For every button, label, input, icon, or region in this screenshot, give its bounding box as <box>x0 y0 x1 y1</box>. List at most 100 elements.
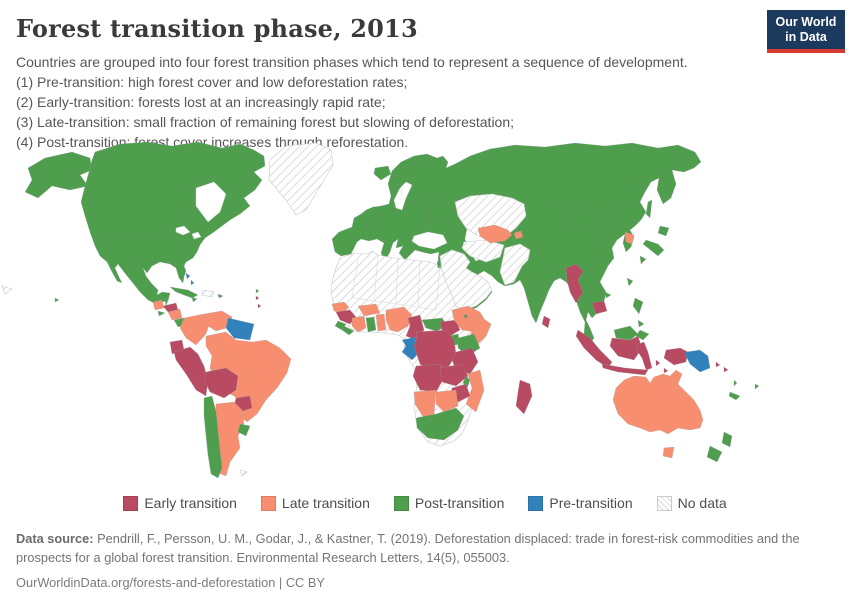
black-sea <box>411 231 448 250</box>
legend-label: No data <box>677 495 727 511</box>
country-pacific-fragment[interactable] <box>1 285 13 295</box>
country-philippines-luzon[interactable] <box>632 297 644 315</box>
legend-label: Late transition <box>281 495 370 511</box>
country-arabian-peninsula[interactable] <box>439 249 493 311</box>
country-nicaragua[interactable] <box>167 308 183 321</box>
subtitle-line-4: (3) Late-transition: small fraction of r… <box>16 114 515 131</box>
country-puerto-rico[interactable] <box>217 293 224 299</box>
hudson-bay <box>195 181 227 223</box>
country-lesser-antilles-3[interactable] <box>257 303 262 309</box>
country-afghanistan-pakistan[interactable] <box>499 243 531 286</box>
country-sumatra[interactable] <box>575 329 613 369</box>
country-mozambique[interactable] <box>465 369 485 413</box>
country-north-korea[interactable] <box>624 231 635 245</box>
country-madagascar[interactable] <box>515 379 533 415</box>
country-cambodia[interactable] <box>591 300 608 315</box>
data-source: Data source: Pendrill, F., Persson, U. M… <box>16 530 816 567</box>
country-greenland[interactable] <box>268 142 334 216</box>
country-iceland[interactable] <box>373 165 392 181</box>
country-falkland-islands[interactable] <box>239 469 248 477</box>
country-guyanas[interactable] <box>225 317 255 341</box>
legend-label: Early transition <box>144 495 237 511</box>
legend-item-no_data[interactable]: No data <box>656 495 727 511</box>
country-borneo-malaysia[interactable] <box>613 325 639 341</box>
country-fiji[interactable] <box>754 383 760 390</box>
great-lakes-east <box>191 231 202 240</box>
country-peru[interactable] <box>173 346 209 397</box>
country-hawaii[interactable] <box>54 297 60 303</box>
country-kyrgyzstan[interactable] <box>513 230 524 240</box>
legend-item-pre[interactable]: Pre-transition <box>528 495 633 511</box>
country-bolivia[interactable] <box>203 367 239 399</box>
country-japan-hokkaido[interactable] <box>657 225 670 237</box>
subtitle-line-3: (2) Early-transition: forests lost at an… <box>16 94 386 111</box>
country-new-zealand-south[interactable] <box>706 445 723 463</box>
page-title: Forest transition phase, 2013 <box>16 14 418 43</box>
country-new-zealand-north[interactable] <box>721 431 733 448</box>
country-philippines-visayas[interactable] <box>637 319 645 328</box>
logo-line2: in Data <box>785 29 827 44</box>
country-java[interactable] <box>601 363 649 376</box>
country-uzbekistan[interactable] <box>477 224 513 244</box>
country-south-africa[interactable] <box>415 407 465 441</box>
country-nigeria[interactable] <box>385 306 413 333</box>
country-papua-new-guinea[interactable] <box>685 349 711 373</box>
cc-license-link[interactable]: OurWorldinData.org/forests-and-deforesta… <box>16 575 325 591</box>
country-israel[interactable] <box>436 259 442 269</box>
legend-label: Pre-transition <box>549 495 633 511</box>
country-eurasia[interactable] <box>331 142 702 345</box>
country-new-caledonia[interactable] <box>728 391 741 401</box>
map-legend: Early transition Late transition Post-tran… <box>0 495 850 511</box>
country-jamaica[interactable] <box>191 296 198 303</box>
country-lesser-antilles-2[interactable] <box>255 295 260 301</box>
country-belize[interactable] <box>164 297 169 307</box>
legend-item-early[interactable]: Early transition <box>123 495 237 511</box>
country-botswana[interactable] <box>435 389 459 413</box>
country-moluccas-2[interactable] <box>663 367 669 374</box>
country-solomon-islands[interactable] <box>715 361 721 368</box>
country-djibouti[interactable] <box>463 313 469 320</box>
country-japan-kyushu[interactable] <box>639 255 647 265</box>
great-lakes <box>175 225 191 236</box>
legend-item-late[interactable]: Late transition <box>260 495 370 511</box>
country-uruguay[interactable] <box>237 423 251 437</box>
country-ghana[interactable] <box>365 316 377 333</box>
country-senegal[interactable] <box>331 301 350 314</box>
country-guatemala[interactable] <box>152 299 165 311</box>
country-moluccas[interactable] <box>655 359 661 367</box>
country-el-salvador[interactable] <box>157 310 166 317</box>
legend-swatch-no_data <box>656 495 672 511</box>
country-taiwan[interactable] <box>626 277 634 287</box>
legend-item-post[interactable]: Post-transition <box>393 495 504 511</box>
country-alaska[interactable] <box>24 151 93 199</box>
country-lesser-antilles[interactable] <box>255 288 260 294</box>
country-australia[interactable] <box>612 369 704 435</box>
country-sri-lanka[interactable] <box>541 315 551 329</box>
country-hainan[interactable] <box>604 291 612 299</box>
country-togo-benin[interactable] <box>375 313 387 332</box>
country-chile[interactable] <box>203 395 223 479</box>
country-kalimantan[interactable] <box>609 335 643 361</box>
country-west-papua[interactable] <box>663 347 689 366</box>
country-myanmar[interactable] <box>565 263 584 304</box>
country-sakhalin[interactable] <box>645 199 653 219</box>
legend-swatch-late <box>260 495 276 511</box>
country-north-america[interactable] <box>80 141 266 304</box>
country-solomon-islands-2[interactable] <box>723 366 729 373</box>
owid-logo[interactable]: Our World in Data <box>767 10 845 53</box>
country-vanuatu[interactable] <box>733 379 738 387</box>
country-burkina-faso[interactable] <box>357 303 381 317</box>
country-zambia[interactable] <box>439 363 469 387</box>
country-tasmania[interactable] <box>662 446 675 459</box>
country-liberia[interactable] <box>341 325 355 336</box>
country-cote-divoire[interactable] <box>351 315 367 333</box>
country-japan-honshu[interactable] <box>642 239 665 257</box>
country-hispaniola[interactable] <box>201 289 215 298</box>
country-kazakhstan[interactable] <box>454 193 527 241</box>
country-cuba[interactable] <box>169 286 199 299</box>
country-bahamas[interactable] <box>185 272 191 280</box>
data-source-label: Data source: <box>16 531 94 546</box>
country-bahamas-2[interactable] <box>190 279 195 286</box>
country-sulawesi[interactable] <box>635 341 653 371</box>
